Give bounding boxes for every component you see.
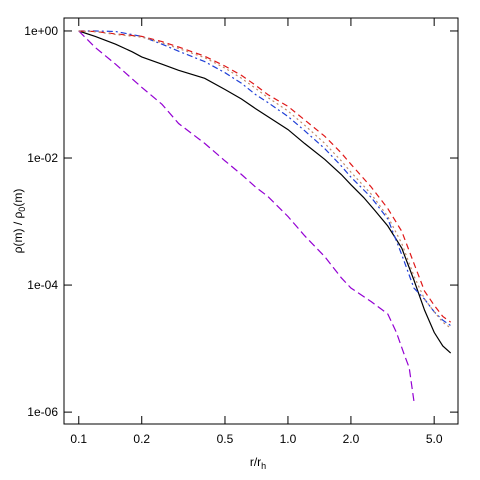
y-tick-label: 1e-04 <box>27 278 58 292</box>
series-line-3 <box>78 30 452 327</box>
data-series <box>78 30 452 401</box>
y-tick-label: 1e-02 <box>27 151 58 165</box>
y-tick-label: 1e+00 <box>24 24 58 38</box>
x-tick-label: 0.5 <box>217 432 234 446</box>
x-tick-label: 0.2 <box>133 432 150 446</box>
y-axis-label: ρ(m) / ρ0(m) <box>11 189 27 254</box>
axis-ticks <box>64 18 458 424</box>
x-tick-label: 1.0 <box>280 432 297 446</box>
y-tick-label: 1e-06 <box>27 405 58 419</box>
plot-frame <box>63 17 459 425</box>
x-tick-label: 2.0 <box>343 432 360 446</box>
x-tick-label: 5.0 <box>426 432 443 446</box>
x-axis-label: r/rh <box>250 455 266 471</box>
series-line-1 <box>78 30 452 354</box>
series-line-5 <box>78 30 452 329</box>
axis-tick-labels: 0.1 0.2 0.5 1.0 2.0 5.0 1e+00 1e-02 1e-04 1e-06 <box>24 24 443 446</box>
x-tick-label: 0.1 <box>70 432 87 446</box>
series-line-4 <box>78 30 452 323</box>
series-line-2 <box>78 30 415 401</box>
